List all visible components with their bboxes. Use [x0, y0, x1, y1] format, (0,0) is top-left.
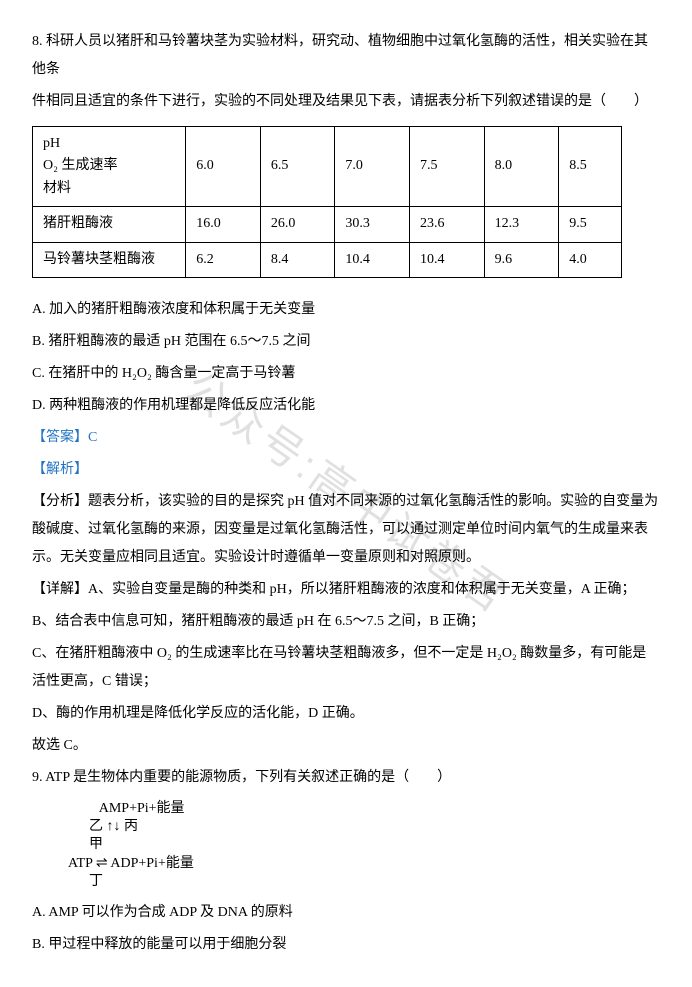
head-line: pH: [43, 133, 175, 155]
arrow-down-icon: [114, 819, 121, 834]
q8-stem-line2: 件相同且适宜的条件下进行，实验的不同处理及结果见下表，请据表分析下列叙述错误的是…: [32, 88, 660, 116]
table-cell: 猪肝粗酶液: [33, 207, 186, 242]
q8-option-c: C. 在猪肝中的 H₂O₂ 酶含量一定高于马铃薯: [32, 360, 660, 388]
answer-label: 【答案】: [32, 430, 88, 445]
table-row: pH O₂ 生成速率 材料 6.0 6.5 7.0 7.5 8.0 8.5: [33, 127, 622, 207]
q8-xiangjie-c: C、在猪肝粗酶液中 O₂ 的生成速率比在马铃薯块茎粗酶液多，但不一定是 H₂O₂…: [32, 640, 660, 696]
table-row: 马铃薯块茎粗酶液 6.2 8.4 10.4 10.4 9.6 4.0: [33, 242, 622, 277]
q9-option-b: B. 甲过程中释放的能量可以用于细胞分裂: [32, 931, 660, 959]
table-cell: 16.0: [186, 207, 261, 242]
table-cell: 8.5: [559, 127, 622, 207]
q8-guxuan: 故选 C。: [32, 732, 660, 760]
q8-xiangjie-b: B、结合表中信息可知，猪肝粗酶液的最适 pH 在 6.5～7.5 之间，B 正确…: [32, 608, 660, 636]
table-head-cell: pH O₂ 生成速率 材料: [33, 127, 186, 207]
diagram-bot-upper: 甲: [68, 836, 660, 854]
q9-diagram: AMP+Pi+能量 乙 丙 甲 ATP ⇌ ADP+Pi+能量 丁: [68, 800, 660, 891]
q8-option-b: B. 猪肝粗酶液的最适 pH 范围在 6.5～7.5 之间: [32, 328, 660, 356]
table-cell: 8.4: [260, 242, 335, 277]
table-cell: 8.0: [484, 127, 559, 207]
q8-fenxi: 【分析】题表分析，该实验的目的是探究 pH 值对不同来源的过氧化氢酶活性的影响。…: [32, 488, 660, 572]
diagram-top: AMP+Pi+能量: [68, 800, 660, 818]
q8-option-a: A. 加入的猪肝粗酶液浓度和体积属于无关变量: [32, 296, 660, 324]
q8-xiangjie-d: D、酶的作用机理是降低化学反应的活化能，D 正确。: [32, 700, 660, 728]
q8-table: pH O₂ 生成速率 材料 6.0 6.5 7.0 7.5 8.0 8.5 猪肝…: [32, 126, 622, 278]
table-cell: 30.3: [335, 207, 410, 242]
diagram-mid: 乙 丙: [68, 818, 660, 836]
table-cell: 7.0: [335, 127, 410, 207]
q8-stem-line1: 8. 科研人员以猪肝和马铃薯块茎为实验材料，研究动、植物细胞中过氧化氢酶的活性，…: [32, 28, 660, 84]
table-cell: 26.0: [260, 207, 335, 242]
table-cell: 6.2: [186, 242, 261, 277]
q8-xiangjie-a: 【详解】A、实验自变量是酶的种类和 pH，所以猪肝粗酶液的浓度和体积属于无关变量…: [32, 576, 660, 604]
table-cell: 9.6: [484, 242, 559, 277]
head-line: 材料: [43, 178, 175, 200]
q8-jiexi-label: 【解析】: [32, 456, 660, 484]
table-cell: 10.4: [335, 242, 410, 277]
table-cell: 10.4: [410, 242, 485, 277]
table-cell: 6.0: [186, 127, 261, 207]
table-cell: 马铃薯块茎粗酶液: [33, 242, 186, 277]
q8-answer: 【答案】C: [32, 424, 660, 452]
head-line: O₂ 生成速率: [43, 155, 175, 177]
table-cell: 7.5: [410, 127, 485, 207]
arrow-up-icon: [107, 819, 114, 834]
table-cell: 23.6: [410, 207, 485, 242]
diagram-bot: ATP ⇌ ADP+Pi+能量: [68, 855, 660, 873]
q9-stem: 9. ATP 是生物体内重要的能源物质，下列有关叙述正确的是（ ）: [32, 764, 660, 792]
table-cell: 12.3: [484, 207, 559, 242]
table-cell: 9.5: [559, 207, 622, 242]
answer-value: C: [88, 430, 97, 445]
q8-option-d: D. 两种粗酶液的作用机理都是降低反应活化能: [32, 392, 660, 420]
table-cell: 6.5: [260, 127, 335, 207]
table-cell: 4.0: [559, 242, 622, 277]
table-row: 猪肝粗酶液 16.0 26.0 30.3 23.6 12.3 9.5: [33, 207, 622, 242]
diagram-bot-lower: 丁: [68, 873, 660, 891]
q9-option-a: A. AMP 可以作为合成 ADP 及 DNA 的原料: [32, 899, 660, 927]
